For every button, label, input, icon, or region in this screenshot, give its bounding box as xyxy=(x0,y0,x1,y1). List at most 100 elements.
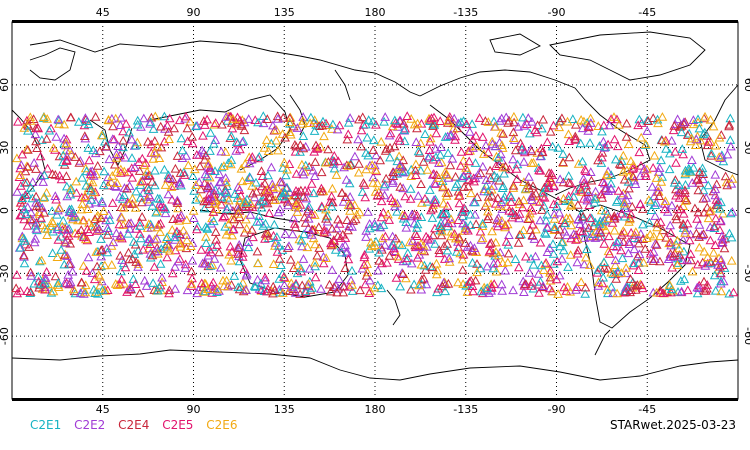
station-marker-c2e1 xyxy=(685,166,696,176)
station-marker-c2e1 xyxy=(210,166,220,175)
station-marker-c2e5 xyxy=(130,279,141,288)
station-marker-c2e2 xyxy=(530,251,541,261)
station-marker-c2e6 xyxy=(660,196,671,205)
station-marker-c2e1 xyxy=(606,178,616,188)
station-marker-c2e6 xyxy=(345,205,355,215)
station-marker-c2e2 xyxy=(458,218,468,228)
station-marker-c2e1 xyxy=(300,286,311,296)
station-marker-c2e2 xyxy=(316,283,326,293)
station-marker-c2e6 xyxy=(672,235,683,245)
station-marker-c2e2 xyxy=(603,186,614,195)
station-marker-c2e5 xyxy=(506,197,517,206)
station-marker-c2e4 xyxy=(310,157,321,166)
station-marker-c2e4 xyxy=(295,140,306,149)
station-marker-c2e1 xyxy=(299,229,309,239)
station-marker-c2e5 xyxy=(536,143,547,153)
station-marker-c2e1 xyxy=(19,178,30,187)
station-marker-c2e5 xyxy=(40,284,50,294)
station-marker-c2e6 xyxy=(118,202,129,212)
station-marker-c2e4 xyxy=(648,113,659,122)
station-marker-c2e2 xyxy=(675,185,685,195)
station-marker-c2e6 xyxy=(496,128,506,137)
station-marker-c2e4 xyxy=(630,280,641,290)
station-marker-c2e4 xyxy=(229,214,239,224)
station-marker-c2e1 xyxy=(597,126,607,136)
station-marker-c2e5 xyxy=(167,268,178,278)
station-marker-c2e4 xyxy=(162,239,173,249)
station-marker-c2e6 xyxy=(39,112,49,121)
station-marker-c2e4 xyxy=(573,199,583,209)
station-marker-c2e2 xyxy=(411,137,422,146)
station-marker-c2e4 xyxy=(545,272,556,282)
station-marker-c2e2 xyxy=(111,228,122,238)
station-marker-c2e6 xyxy=(624,216,634,226)
station-marker-c2e4 xyxy=(350,214,361,224)
station-marker-c2e5 xyxy=(458,249,469,259)
station-marker-c2e2 xyxy=(215,262,226,272)
station-marker-c2e2 xyxy=(30,129,41,139)
station-marker-c2e5 xyxy=(578,193,589,203)
station-marker-c2e1 xyxy=(419,260,430,270)
station-marker-c2e2 xyxy=(331,223,342,233)
station-marker-c2e5 xyxy=(454,190,465,200)
station-marker-c2e6 xyxy=(221,275,232,285)
station-marker-c2e1 xyxy=(590,217,601,227)
station-marker-c2e4 xyxy=(439,241,449,250)
station-marker-c2e1 xyxy=(328,119,338,129)
station-marker-c2e4 xyxy=(198,116,209,125)
station-marker-c2e4 xyxy=(454,232,465,242)
station-marker-c2e1 xyxy=(388,239,399,249)
station-marker-c2e5 xyxy=(290,146,301,156)
station-marker-c2e5 xyxy=(306,178,317,188)
station-marker-c2e4 xyxy=(156,142,167,152)
station-marker-c2e6 xyxy=(48,218,58,227)
station-marker-c2e2 xyxy=(241,285,251,294)
station-marker-c2e6 xyxy=(15,170,26,179)
station-marker-c2e5 xyxy=(85,169,96,179)
station-marker-c2e4 xyxy=(345,160,356,169)
station-marker-c2e4 xyxy=(406,284,416,294)
station-marker-c2e2 xyxy=(369,218,380,228)
station-marker-c2e6 xyxy=(602,284,613,294)
station-marker-c2e6 xyxy=(166,182,177,191)
station-marker-c2e1 xyxy=(528,283,539,293)
station-marker-c2e6 xyxy=(263,146,274,155)
station-marker-c2e6 xyxy=(702,252,713,262)
station-marker-c2e4 xyxy=(498,128,508,138)
station-marker-c2e2 xyxy=(206,181,216,191)
station-marker-c2e4 xyxy=(467,245,477,255)
lat-tick-label: 0 xyxy=(742,207,750,214)
station-marker-c2e5 xyxy=(402,253,413,263)
station-marker-c2e6 xyxy=(353,167,364,177)
station-marker-c2e6 xyxy=(564,213,575,223)
station-marker-c2e4 xyxy=(578,211,588,221)
lon-tick-label: -135 xyxy=(453,6,478,19)
station-marker-c2e1 xyxy=(493,152,504,162)
station-marker-c2e2 xyxy=(667,200,677,210)
station-marker-c2e4 xyxy=(298,143,309,153)
station-marker-c2e4 xyxy=(24,242,34,251)
station-marker-c2e6 xyxy=(92,210,103,220)
station-marker-c2e1 xyxy=(694,123,705,133)
station-marker-c2e4 xyxy=(624,183,634,193)
station-marker-c2e2 xyxy=(35,171,46,180)
station-marker-c2e5 xyxy=(670,146,681,156)
station-marker-c2e2 xyxy=(634,249,645,259)
station-marker-c2e1 xyxy=(674,180,685,190)
station-marker-c2e5 xyxy=(293,187,304,196)
station-marker-c2e6 xyxy=(285,129,296,139)
station-marker-c2e1 xyxy=(368,135,379,145)
station-marker-c2e4 xyxy=(627,201,638,211)
station-marker-c2e4 xyxy=(39,207,50,217)
station-marker-c2e1 xyxy=(136,233,146,243)
station-marker-c2e6 xyxy=(700,111,710,121)
station-marker-c2e5 xyxy=(612,114,622,124)
station-marker-c2e5 xyxy=(420,193,430,203)
station-marker-c2e1 xyxy=(46,287,57,297)
station-marker-c2e1 xyxy=(244,172,255,181)
station-marker-c2e6 xyxy=(162,243,172,253)
station-marker-c2e1 xyxy=(99,166,109,176)
station-marker-c2e4 xyxy=(182,123,193,133)
station-marker-c2e6 xyxy=(526,158,537,167)
station-marker-c2e4 xyxy=(398,155,409,165)
